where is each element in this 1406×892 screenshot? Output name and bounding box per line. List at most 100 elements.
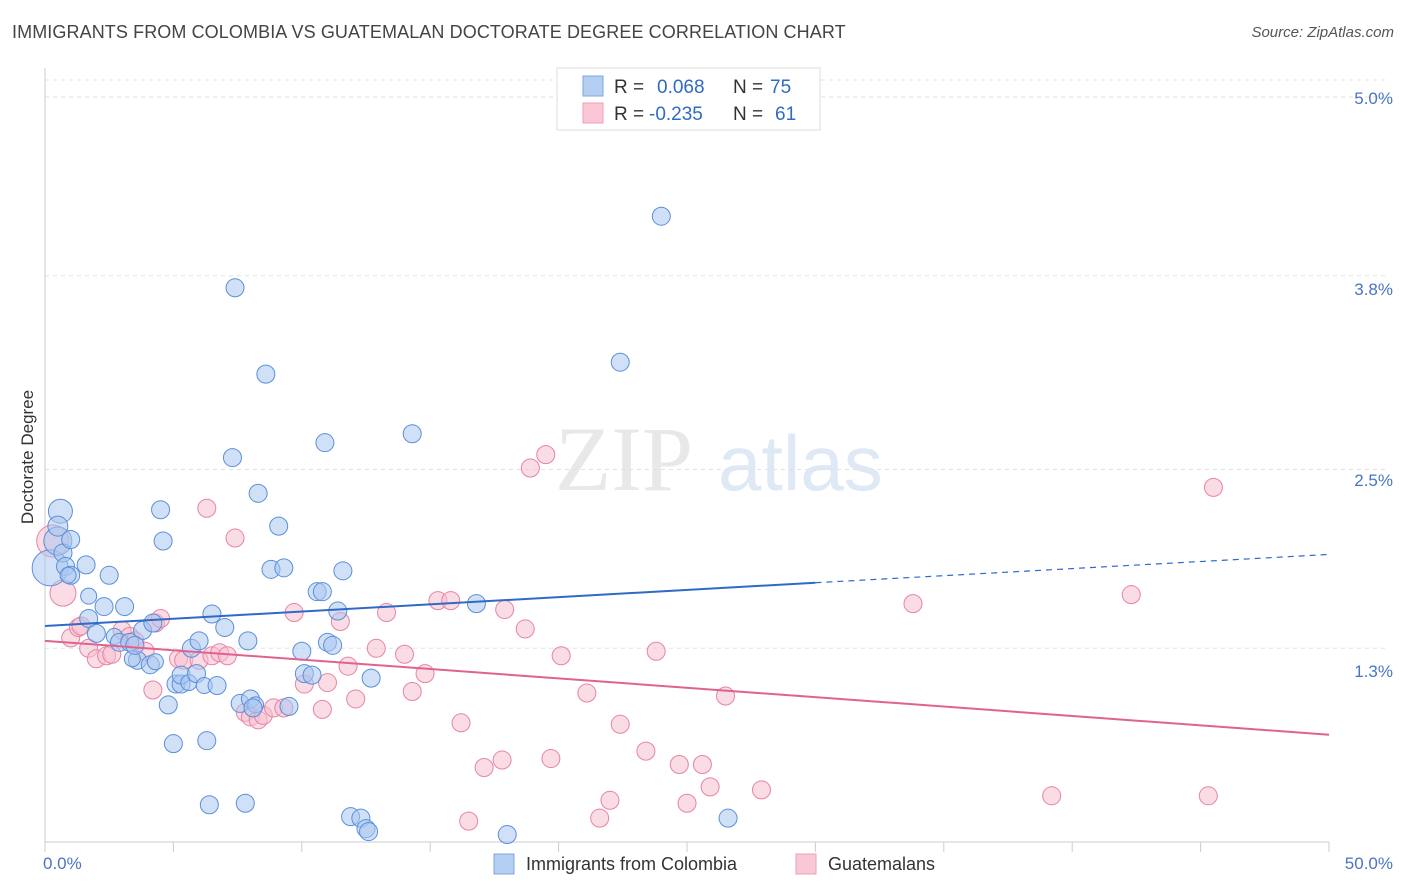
colombia-point bbox=[99, 565, 119, 585]
series-label: Guatemalans bbox=[828, 854, 935, 874]
guatemalans-point bbox=[700, 777, 720, 797]
legend-r-value: -0.235 bbox=[649, 104, 703, 125]
guatemalans-point bbox=[1198, 786, 1218, 806]
colombia-point bbox=[315, 433, 335, 453]
guatemalans-point bbox=[1042, 786, 1062, 806]
guatemalans-point bbox=[495, 600, 515, 620]
y-tick-label: 5.0% bbox=[1354, 89, 1393, 108]
legend-swatch-pink bbox=[582, 102, 604, 124]
guatemalans-point bbox=[338, 656, 358, 676]
guatemalans-point bbox=[143, 680, 163, 700]
guatemalans-point bbox=[225, 528, 245, 548]
guatemalans-point bbox=[395, 644, 415, 664]
guatemalans-point bbox=[1203, 477, 1223, 497]
colombia-point bbox=[153, 531, 173, 551]
watermark-atlas: atlas bbox=[718, 419, 883, 507]
colombia-point bbox=[86, 623, 106, 643]
colombia-point bbox=[61, 530, 81, 550]
guatemalans-point bbox=[600, 790, 620, 810]
colombia-point bbox=[323, 635, 343, 655]
colombia-point bbox=[279, 696, 299, 716]
colombia-point bbox=[199, 795, 219, 815]
colombia-point bbox=[274, 558, 294, 578]
y-tick-label: 1.3% bbox=[1354, 662, 1393, 681]
guatemalans-point bbox=[217, 646, 237, 666]
colombia-point bbox=[59, 566, 77, 584]
colombia-trend-extension bbox=[815, 553, 1330, 584]
guatemalans-point bbox=[636, 741, 656, 761]
guatemalans-point bbox=[1121, 585, 1141, 605]
guatemalans-point bbox=[577, 683, 597, 703]
guatemalans-point bbox=[346, 689, 366, 709]
guatemalans-point bbox=[515, 619, 535, 639]
legend-swatch-blue bbox=[582, 75, 604, 97]
colombia-point bbox=[215, 617, 235, 637]
series-label: Immigrants from Colombia bbox=[526, 854, 738, 874]
guatemalans-point bbox=[551, 646, 571, 666]
colombia-points bbox=[31, 206, 738, 845]
guatemalans-point bbox=[610, 714, 630, 734]
colombia-point bbox=[243, 698, 263, 718]
y-tick-label: 3.8% bbox=[1354, 280, 1393, 299]
axes bbox=[44, 68, 1330, 852]
colombia-point bbox=[146, 653, 164, 671]
guatemalans-point bbox=[903, 594, 923, 614]
colombia-point bbox=[256, 364, 276, 384]
legend-r-label: R = bbox=[614, 104, 644, 125]
colombia-point bbox=[125, 635, 145, 655]
legend-n-label: N = bbox=[733, 104, 763, 125]
guatemalans-point bbox=[541, 749, 561, 769]
colombia-point bbox=[225, 278, 245, 298]
legend-r-value: 0.068 bbox=[657, 77, 705, 98]
colombia-point bbox=[361, 668, 381, 688]
colombia-point bbox=[610, 352, 630, 372]
x-tick-label: 0.0% bbox=[43, 854, 82, 873]
guatemalans-point bbox=[366, 638, 386, 658]
colombia-point bbox=[333, 561, 353, 581]
x-tick-label: 50.0% bbox=[1345, 854, 1393, 873]
colombia-point bbox=[359, 822, 379, 842]
colombia-point bbox=[80, 587, 98, 605]
colombia-point bbox=[189, 631, 209, 651]
colombia-point bbox=[163, 734, 183, 754]
guatemalans-point bbox=[669, 755, 689, 775]
guatemalans-trend-line bbox=[44, 639, 1330, 736]
guatemalans-point bbox=[441, 591, 461, 611]
colombia-point bbox=[248, 483, 268, 503]
colombia-point bbox=[222, 448, 242, 468]
colombia-point bbox=[497, 825, 517, 845]
guatemalans-point bbox=[751, 780, 771, 800]
colombia-point bbox=[302, 665, 322, 685]
colombia-point bbox=[47, 515, 69, 537]
colombia-point bbox=[207, 676, 227, 696]
colombia-point bbox=[235, 793, 255, 813]
colombia-point bbox=[466, 594, 486, 614]
trend-lines bbox=[44, 553, 1330, 736]
guatemalans-point bbox=[536, 445, 556, 465]
colombia-point bbox=[143, 613, 163, 633]
colombia-point bbox=[312, 582, 332, 602]
colombia-point bbox=[158, 695, 178, 715]
colombia-point bbox=[269, 516, 289, 536]
colombia-point bbox=[94, 597, 114, 617]
colombia-point bbox=[197, 731, 217, 751]
guatemalans-point bbox=[451, 713, 471, 733]
legend-n-label: N = bbox=[733, 77, 763, 98]
colombia-point bbox=[651, 206, 671, 226]
guatemalans-point bbox=[646, 641, 666, 661]
colombia-point bbox=[402, 424, 422, 444]
series-legend: Immigrants from Colombia Guatemalans bbox=[493, 853, 935, 875]
colombia-point bbox=[151, 500, 171, 520]
series-swatch-blue bbox=[493, 853, 515, 875]
guatemalans-point bbox=[317, 673, 337, 693]
gridlines bbox=[45, 79, 1386, 649]
y-tick-label: 2.5% bbox=[1354, 471, 1393, 490]
guatemalans-point bbox=[474, 758, 494, 777]
chart-title: IMMIGRANTS FROM COLOMBIA VS GUATEMALAN D… bbox=[12, 22, 846, 42]
guatemalans-point bbox=[520, 458, 540, 478]
colombia-point bbox=[238, 631, 258, 651]
watermark-zip: ZIP bbox=[555, 408, 693, 510]
series-swatch-pink bbox=[795, 853, 817, 875]
legend-n-value: 75 bbox=[770, 77, 791, 98]
